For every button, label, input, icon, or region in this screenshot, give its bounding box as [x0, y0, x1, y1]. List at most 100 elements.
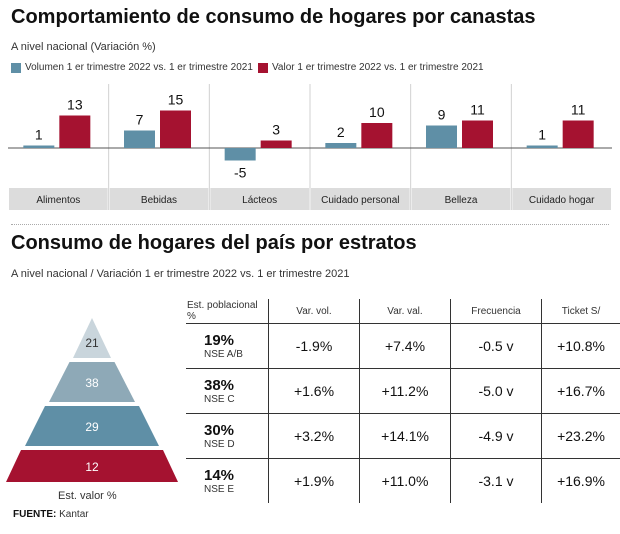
pyramid-layer [6, 450, 178, 482]
table-row: 14% NSE E +1.9% +11.0% -3.1 v +16.9% [186, 458, 620, 503]
pyramid-layer [73, 318, 111, 358]
data-label: 1 [35, 127, 43, 143]
category-strip [512, 188, 611, 210]
pyramid-layer [25, 406, 159, 446]
cell-population: 38% NSE C [186, 368, 269, 414]
data-label: 11 [470, 102, 485, 118]
pyramid-value: 21 [85, 336, 99, 350]
category-strip [109, 188, 209, 210]
nse-label: NSE C [204, 393, 235, 405]
cell-ticket: +10.8% [541, 323, 620, 369]
pyramid-value: 29 [85, 420, 99, 434]
col-header-ticket: Ticket S/ [541, 299, 620, 324]
bar-value [562, 120, 594, 148]
source-label: FUENTE: [13, 509, 57, 520]
chart-title: Comportamiento de consumo de hogares por… [11, 6, 536, 28]
cell-frecuencia: -5.0 v [450, 368, 542, 414]
bar-volume [224, 148, 256, 161]
bar-chart: Alimentos Bebidas Lácteos Cuidado personal B… [8, 84, 612, 210]
legend-value-label: Valor 1 er trimestre 2022 vs. 1 er trime… [272, 62, 484, 73]
nse-label: NSE E [204, 483, 235, 495]
bar-volume [124, 130, 155, 148]
category-strip [9, 188, 108, 210]
strata-table: Est. poblacional % Var. vol. Var. val. F… [186, 299, 620, 503]
population-pct: 38% [204, 376, 235, 394]
category-label: Alimentos [36, 195, 80, 206]
data-label: 3 [272, 122, 280, 138]
cell-var-val: +14.1% [359, 413, 451, 459]
pyramid-value: 12 [85, 460, 99, 474]
cell-var-vol: +1.9% [268, 458, 360, 503]
section2-subtitle: A nivel nacional / Variación 1 er trimes… [11, 268, 350, 280]
nse-label: NSE A/B [204, 348, 243, 360]
bar-value [260, 140, 292, 148]
source-value: Kantar [59, 509, 89, 520]
cell-frecuencia: -0.5 v [450, 323, 542, 369]
data-label: 10 [369, 104, 385, 120]
table-row: 19% NSE A/B -1.9% +7.4% -0.5 v +10.8% [186, 323, 620, 369]
cell-ticket: +23.2% [541, 413, 620, 459]
chart-subtitle: A nivel nacional (Variación %) [11, 41, 156, 53]
data-label: 7 [136, 112, 144, 128]
cell-var-val: +7.4% [359, 323, 451, 369]
data-label: -5 [234, 165, 247, 181]
legend-volume-swatch [11, 62, 21, 73]
cell-ticket: +16.7% [541, 368, 620, 414]
category-label: Bebidas [141, 195, 177, 206]
data-label: 1 [538, 127, 546, 143]
bar-volume [426, 125, 457, 148]
cell-frecuencia: -4.9 v [450, 413, 542, 459]
bar-value [160, 110, 191, 148]
col-header-frecuencia: Frecuencia [450, 299, 542, 324]
cell-population: 14% NSE E [186, 458, 269, 503]
cell-population: 19% NSE A/B [186, 323, 269, 369]
section-divider [11, 224, 609, 225]
bar-value [59, 115, 91, 148]
bar-value [462, 120, 493, 148]
data-label: 2 [337, 124, 345, 140]
legend-volume: Volumen 1 er trimestre 2022 vs. 1 er tri… [11, 62, 253, 73]
category-strip [210, 188, 309, 210]
legend-value-swatch [258, 62, 268, 73]
cell-var-val: +11.0% [359, 458, 451, 503]
data-label: 13 [67, 97, 83, 113]
category-strip [311, 188, 410, 210]
population-pyramid: 21 38 29 12 [6, 318, 178, 482]
category-strip [411, 188, 511, 210]
population-pct: 14% [204, 466, 235, 484]
category-label: Lácteos [242, 195, 277, 206]
category-label: Belleza [445, 195, 478, 206]
category-label: Cuidado personal [321, 195, 399, 206]
nse-label: NSE D [204, 438, 235, 450]
pyramid-value: 38 [85, 376, 99, 390]
table-row: 30% NSE D +3.2% +14.1% -4.9 v +23.2% [186, 413, 620, 459]
col-header-var-vol: Var. vol. [268, 299, 360, 324]
data-label: 11 [571, 102, 586, 118]
legend-volume-label: Volumen 1 er trimestre 2022 vs. 1 er tri… [25, 62, 253, 73]
data-label: 9 [438, 107, 446, 123]
pyramid-layer [49, 362, 135, 402]
section2-title: Consumo de hogares del país por estratos [11, 232, 417, 254]
bar-value [361, 123, 393, 148]
table-header-row: Est. poblacional % Var. vol. Var. val. F… [186, 299, 620, 324]
bar-volume [23, 145, 55, 148]
col-header-var-val: Var. val. [359, 299, 451, 324]
population-pct: 19% [204, 331, 235, 349]
cell-var-vol: +3.2% [268, 413, 360, 459]
table-row: 38% NSE C +1.6% +11.2% -5.0 v +16.7% [186, 368, 620, 414]
cell-ticket: +16.9% [541, 458, 620, 503]
data-label: 15 [168, 92, 184, 108]
source-note: FUENTE: Kantar [13, 509, 89, 520]
cell-var-vol: +1.6% [268, 368, 360, 414]
bar-volume [526, 145, 558, 148]
pyramid-label: Est. valor % [58, 490, 117, 502]
cell-var-vol: -1.9% [268, 323, 360, 369]
col-header-population: Est. poblacional % [187, 300, 258, 322]
legend-value: Valor 1 er trimestre 2022 vs. 1 er trime… [258, 62, 484, 73]
bar-volume [325, 143, 357, 148]
cell-frecuencia: -3.1 v [450, 458, 542, 503]
cell-var-val: +11.2% [359, 368, 451, 414]
category-label: Cuidado hogar [529, 195, 595, 206]
cell-population: 30% NSE D [186, 413, 269, 459]
population-pct: 30% [204, 421, 235, 439]
